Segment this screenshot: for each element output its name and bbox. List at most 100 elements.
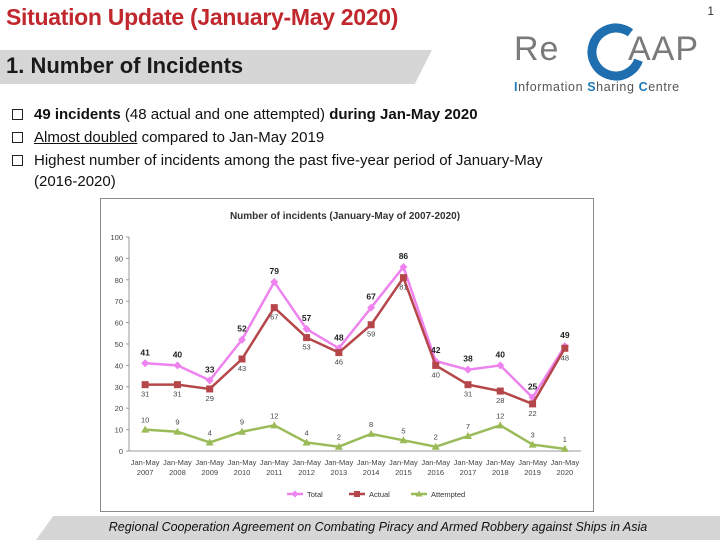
x-tick-label: Jan-May xyxy=(260,458,289,467)
x-tick-label: 2014 xyxy=(363,468,380,477)
data-label-attempted: 4 xyxy=(304,428,308,437)
data-point-actual xyxy=(335,349,343,357)
y-tick-label: 60 xyxy=(115,319,123,328)
x-tick-label: 2009 xyxy=(201,468,218,477)
data-point-total xyxy=(367,303,376,312)
x-tick-label: 2015 xyxy=(395,468,412,477)
section-title: 1. Number of Incidents xyxy=(6,53,244,78)
data-label-attempted: 4 xyxy=(208,428,212,437)
data-label-attempted: 2 xyxy=(337,433,341,442)
data-label-attempted: 9 xyxy=(240,418,244,427)
data-point-total xyxy=(270,277,279,286)
data-label-attempted: 12 xyxy=(496,411,504,420)
data-point-total xyxy=(399,262,408,271)
legend-label: Total xyxy=(307,490,323,499)
logo-subtitle: Information Sharing Centre xyxy=(514,80,680,94)
data-point-actual xyxy=(464,381,472,389)
data-label-total: 41 xyxy=(140,347,150,357)
data-point-attempted xyxy=(464,432,472,440)
data-point-attempted xyxy=(302,438,311,446)
data-label-actual: 40 xyxy=(432,370,440,379)
data-point-attempted xyxy=(238,427,246,435)
logo-word-aap: AAP xyxy=(628,30,700,68)
series-line-actual xyxy=(145,274,566,406)
data-point-attempted xyxy=(399,436,408,444)
legend-label: Actual xyxy=(369,490,390,499)
bullet-list: 49 incidents (48 actual and one attempte… xyxy=(10,104,710,194)
data-label-total: 25 xyxy=(528,382,538,392)
y-tick-label: 20 xyxy=(115,404,123,413)
x-tick-label: 2020 xyxy=(557,468,574,477)
data-point-total xyxy=(496,361,505,370)
data-label-actual: 31 xyxy=(141,390,149,399)
legend-marker-attempted xyxy=(415,490,423,497)
data-point-attempted xyxy=(141,425,150,433)
data-point-actual xyxy=(496,387,504,395)
x-tick-label: 2018 xyxy=(492,468,509,477)
data-label-attempted: 3 xyxy=(530,431,534,440)
checkbox-bullet-icon xyxy=(12,155,23,166)
data-point-actual xyxy=(529,400,537,408)
data-label-attempted: 9 xyxy=(175,418,179,427)
data-point-attempted xyxy=(367,429,376,437)
x-tick-label: 2017 xyxy=(460,468,477,477)
checkbox-bullet-icon xyxy=(12,109,23,120)
data-label-attempted: 7 xyxy=(466,422,470,431)
x-tick-label: Jan-May xyxy=(518,458,547,467)
chart-title: Number of incidents (January-May of 2007… xyxy=(230,211,460,222)
data-point-total xyxy=(238,335,246,344)
data-label-actual: 31 xyxy=(464,390,472,399)
x-tick-label: 2016 xyxy=(427,468,444,477)
y-tick-label: 70 xyxy=(115,297,123,306)
x-tick-label: Jan-May xyxy=(292,458,321,467)
x-tick-label: Jan-May xyxy=(131,458,160,467)
x-tick-label: 2012 xyxy=(298,468,315,477)
data-label-total: 86 xyxy=(399,251,409,261)
data-label-total: 38 xyxy=(463,354,473,364)
x-tick-label: Jan-May xyxy=(454,458,483,467)
y-tick-label: 10 xyxy=(115,426,123,435)
data-label-actual: 59 xyxy=(367,330,375,339)
x-tick-label: Jan-May xyxy=(486,458,515,467)
data-point-actual xyxy=(270,304,278,312)
data-label-actual: 81 xyxy=(399,283,407,292)
data-point-total xyxy=(464,365,472,374)
data-label-attempted: 12 xyxy=(270,411,278,420)
y-tick-label: 30 xyxy=(115,383,123,392)
x-tick-label: Jan-May xyxy=(228,458,257,467)
data-point-actual xyxy=(561,344,569,352)
x-tick-label: 2013 xyxy=(331,468,348,477)
x-tick-label: 2010 xyxy=(234,468,251,477)
data-point-total xyxy=(302,325,311,334)
data-label-actual: 43 xyxy=(238,364,246,373)
x-tick-label: Jan-May xyxy=(357,458,386,467)
x-tick-label: 2019 xyxy=(524,468,541,477)
data-point-attempted xyxy=(496,421,505,429)
data-point-total xyxy=(173,361,182,370)
data-point-actual xyxy=(399,274,407,282)
data-label-attempted: 5 xyxy=(401,426,405,435)
data-point-total xyxy=(141,359,150,368)
series-line-total xyxy=(145,264,566,400)
data-label-actual: 29 xyxy=(206,394,214,403)
data-label-attempted: 8 xyxy=(369,420,373,429)
x-tick-label: Jan-May xyxy=(195,458,224,467)
data-label-total: 49 xyxy=(560,330,570,340)
x-tick-label: Jan-May xyxy=(421,458,450,467)
data-label-attempted: 2 xyxy=(434,433,438,442)
data-point-attempted xyxy=(528,440,537,448)
x-tick-label: 2007 xyxy=(137,468,154,477)
data-label-total: 57 xyxy=(302,313,312,323)
y-tick-label: 80 xyxy=(115,276,123,285)
incidents-line-chart: Number of incidents (January-May of 2007… xyxy=(110,211,581,499)
x-tick-label: Jan-May xyxy=(163,458,192,467)
checkbox-bullet-icon xyxy=(12,132,23,143)
y-tick-label: 0 xyxy=(119,447,123,456)
bullet-item: 49 incidents (48 actual and one attempte… xyxy=(10,104,710,125)
data-label-actual: 46 xyxy=(335,358,343,367)
data-point-actual xyxy=(141,381,149,389)
data-label-actual: 53 xyxy=(302,343,310,352)
legend-label: Attempted xyxy=(431,490,465,499)
data-point-attempted xyxy=(334,442,343,450)
data-label-total: 79 xyxy=(270,266,280,276)
